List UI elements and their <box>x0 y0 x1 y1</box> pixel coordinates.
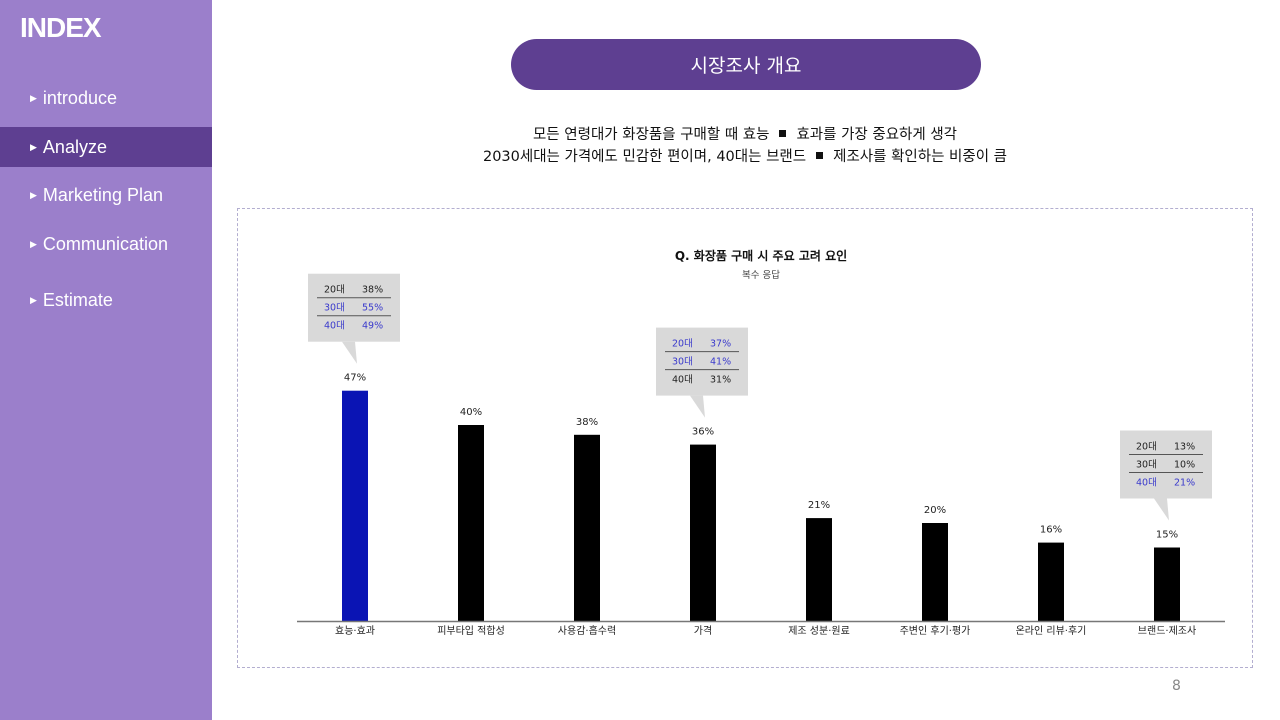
category-label-0: 효능·효과 <box>335 625 375 637</box>
callout-2-value-2: 21% <box>1174 478 1195 489</box>
value-label-5: 20% <box>924 505 946 516</box>
category-label-4: 제조 성분·원료 <box>788 625 850 637</box>
callout-2-value-1: 10% <box>1174 460 1195 471</box>
callout-0-value-0: 38% <box>362 285 383 296</box>
callout-0-pointer <box>342 341 357 364</box>
nav-item-label: Communication <box>42 233 168 254</box>
callout-0-value-2: 49% <box>362 321 383 332</box>
value-label-0: 47% <box>344 373 366 384</box>
bar-2 <box>574 434 600 621</box>
callout-1-value-2: 31% <box>710 375 731 386</box>
nav-item-label: Estimate <box>42 289 113 310</box>
triangle-right-icon: ▶ <box>30 92 37 103</box>
callout-2-age-1: 30대 <box>1136 460 1157 471</box>
summary-text: 모든 연령대가 화장품을 구매할 때 효능 효과를 가장 중요하게 생각 2030… <box>400 124 1090 168</box>
triangle-right-icon: ▶ <box>30 238 37 249</box>
callout-0-box <box>308 273 400 342</box>
bullet-icon <box>779 130 787 137</box>
callout-2-box <box>1120 430 1212 499</box>
callout-1-age-1: 30대 <box>672 357 693 368</box>
value-label-4: 21% <box>808 500 830 511</box>
bar-3 <box>690 444 716 621</box>
bar-4 <box>806 518 832 621</box>
category-label-3: 가격 <box>694 624 712 637</box>
nav-item-introduce[interactable]: ▶ introduce <box>0 78 212 118</box>
nav-item-label: Analyze <box>42 136 107 157</box>
page-number: 8 <box>1172 678 1181 694</box>
bar-5 <box>922 523 948 621</box>
value-label-7: 15% <box>1156 530 1178 541</box>
section-title: 시장조사 개요 <box>511 39 981 90</box>
callout-1-pointer <box>690 395 705 418</box>
bar-7 <box>1154 547 1180 621</box>
bar-1 <box>458 425 484 621</box>
triangle-right-icon: ▶ <box>30 294 37 305</box>
callout-1-value-0: 37% <box>710 339 731 350</box>
nav-item-communication[interactable]: ▶ Communication <box>0 224 212 264</box>
callout-0-age-2: 40대 <box>324 321 345 332</box>
summary-line-1a: 모든 연령대가 화장품을 구매할 때 효능 <box>532 127 770 143</box>
nav-item-marketing-plan[interactable]: ▶ Marketing Plan <box>0 175 212 215</box>
index-title: INDEX <box>20 12 102 43</box>
summary-line-2b: 제조사를 확인하는 비중이 큼 <box>833 149 1008 165</box>
value-label-2: 38% <box>576 417 598 428</box>
nav-item-analyze[interactable]: ▶ Analyze <box>0 127 212 167</box>
bar-6 <box>1038 542 1064 621</box>
value-label-1: 40% <box>460 407 482 418</box>
callout-0-value-1: 55% <box>362 303 383 314</box>
category-label-6: 온라인 리뷰·후기 <box>1016 625 1087 637</box>
nav-item-label: Marketing Plan <box>42 184 163 205</box>
value-label-6: 16% <box>1040 525 1062 536</box>
triangle-right-icon: ▶ <box>30 189 37 200</box>
callout-2-age-2: 40대 <box>1136 478 1157 489</box>
category-label-7: 브랜드·제조사 <box>1138 625 1196 637</box>
category-label-5: 주변인 후기·평가 <box>900 625 971 637</box>
callout-2-value-0: 13% <box>1174 442 1195 453</box>
chart-title: Q. 화장품 구매 시 주요 고려 요인 <box>675 248 847 263</box>
category-label-1: 피부타입 적합성 <box>437 624 505 637</box>
bullet-icon <box>816 152 824 159</box>
callout-1-age-0: 20대 <box>672 339 693 350</box>
callout-1-value-1: 41% <box>710 357 731 368</box>
callout-1-box <box>656 327 748 396</box>
sidebar: INDEX ▶ introduce ▶ Analyze ▶ Marketing … <box>0 0 212 720</box>
nav-item-estimate[interactable]: ▶ Estimate <box>0 280 212 320</box>
callout-1-age-2: 40대 <box>672 375 693 386</box>
chart-subtitle: 복수 응답 <box>742 269 780 281</box>
bar-0 <box>342 390 368 621</box>
category-label-2: 사용감·흡수력 <box>558 624 616 637</box>
summary-line-2a: 2030세대는 가격에도 민감한 편이며, 40대는 브랜드 <box>482 149 807 165</box>
callout-0-age-0: 20대 <box>324 285 345 296</box>
chart-frame <box>237 208 1253 668</box>
value-label-3: 36% <box>692 427 714 438</box>
callout-0-age-1: 30대 <box>324 303 345 314</box>
summary-line-1b: 효과를 가장 중요하게 생각 <box>796 127 958 143</box>
triangle-right-icon: ▶ <box>30 141 37 152</box>
summary-line-2: 2030세대는 가격에도 민감한 편이며, 40대는 브랜드 제조사를 확인하는 … <box>400 146 1090 168</box>
callout-2-age-0: 20대 <box>1136 442 1157 453</box>
callout-2-pointer <box>1154 498 1169 521</box>
summary-line-1: 모든 연령대가 화장품을 구매할 때 효능 효과를 가장 중요하게 생각 <box>400 124 1090 146</box>
nav-item-label: introduce <box>42 87 117 108</box>
